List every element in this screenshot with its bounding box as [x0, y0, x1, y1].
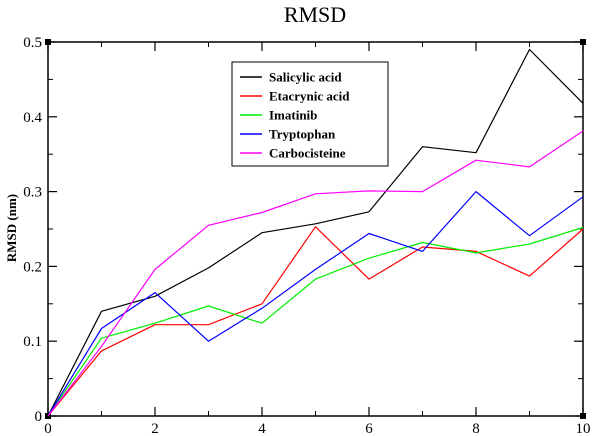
legend-box: [231, 61, 389, 167]
series-line-carbocisteine: [47, 130, 584, 417]
x-tick-label: 4: [258, 421, 266, 436]
series-line-imatinib: [47, 226, 584, 417]
x-tick-label: 6: [365, 421, 373, 436]
x-tick-label: 0: [44, 421, 52, 436]
y-tick-label: 0.1: [23, 334, 42, 350]
series-lines: [47, 48, 584, 417]
legend-label-carbocisteine: Carbocisteine: [269, 146, 346, 161]
legend-label-etacrynic-acid: Etacrynic acid: [269, 89, 350, 104]
y-tick-label: 0: [35, 409, 43, 425]
series-line-etacrynic-acid: [47, 226, 584, 417]
x-tick-label: 10: [576, 421, 591, 436]
axes: 0 2 4 6 8 10 0 0.1 0.2 0.3 0.4 0.5: [23, 35, 590, 436]
y-axis-label: RMSD (nm): [4, 194, 19, 262]
legend: Salicylic acid Etacrynic acid Imatinib Tryp…: [231, 61, 389, 167]
legend-label-salicylic-acid: Salicylic acid: [269, 70, 342, 85]
y-tick-label: 0.5: [23, 35, 42, 51]
series-line-tryptophan: [47, 191, 584, 417]
x-tick-label: 2: [151, 421, 159, 436]
legend-label-imatinib: Imatinib: [269, 108, 317, 123]
chart-title: RMSD: [284, 2, 346, 27]
y-tick-label: 0.3: [23, 185, 42, 201]
y-tick-label: 0.4: [23, 110, 42, 126]
series-line-salicylic-acid: [47, 48, 584, 417]
y-tick-label: 0.2: [23, 259, 42, 275]
x-tick-label: 8: [472, 421, 480, 436]
legend-label-tryptophan: Tryptophan: [269, 127, 336, 142]
